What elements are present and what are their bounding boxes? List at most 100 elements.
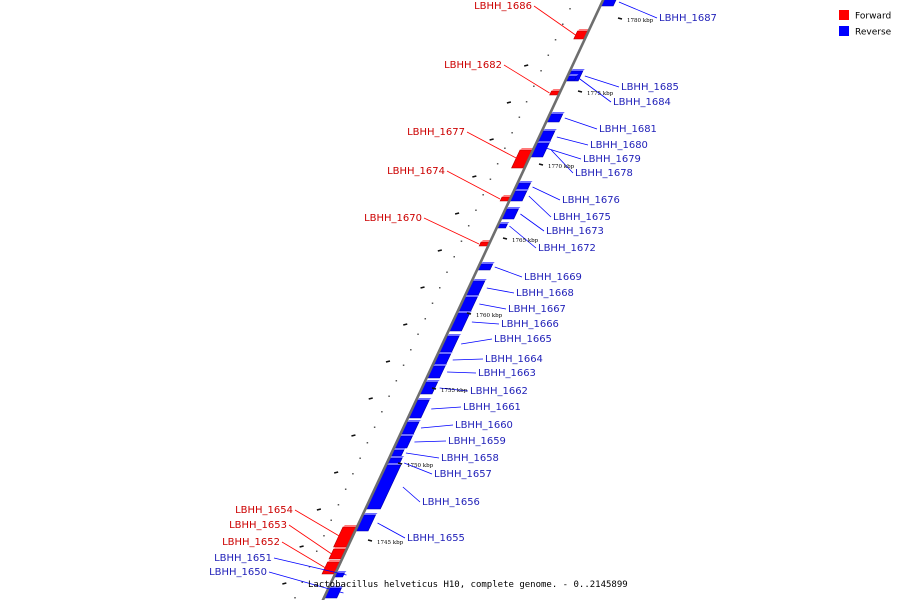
- gene-blocks: [321, 0, 617, 599]
- kbp-label: 1755 kbp: [441, 388, 468, 394]
- kbp-label: 1780 kbp: [627, 18, 654, 24]
- ruler-tick: [368, 397, 373, 400]
- gene-label: LBHH_1687: [659, 13, 717, 24]
- gene-label: LBHH_1663: [478, 368, 536, 379]
- ruler-dot: [533, 85, 535, 87]
- gene-block-bevel: [551, 89, 562, 91]
- gene-leader-line: [509, 225, 537, 249]
- ruler-dot: [467, 225, 470, 227]
- gene-label: LBHH_1655: [407, 533, 465, 544]
- ruler-tick: [385, 360, 391, 363]
- gene-block-bevel: [568, 74, 579, 76]
- gene-block-bevel: [438, 352, 453, 354]
- gene-leader-line: [281, 541, 326, 569]
- ruler-dot: [344, 488, 347, 490]
- gene-label: LBHH_1685: [621, 82, 679, 93]
- gene-label: LBHH_1657: [434, 469, 492, 480]
- ruler-tick: [333, 471, 339, 474]
- gene-leader-line: [377, 522, 406, 539]
- kbp-tick: [538, 163, 544, 166]
- ruler-dot: [301, 581, 304, 583]
- kbp-label: 1775 kbp: [587, 91, 614, 97]
- gene-leader-line: [533, 5, 576, 36]
- gene-label: LBHH_1673: [546, 226, 604, 237]
- genome-backbone: [321, 0, 605, 600]
- gene-block-bevel: [363, 513, 378, 515]
- gene-leader-line: [479, 303, 507, 310]
- gene-label: LBHH_1686: [474, 1, 532, 12]
- gene-label: LBHH_1651: [214, 553, 272, 564]
- gene-label: LBHH_1664: [485, 354, 543, 365]
- ruler-dot: [431, 302, 434, 304]
- gene-block-bevel: [390, 456, 405, 458]
- gene-block-bevel: [329, 586, 344, 588]
- gene-block-bevel: [447, 334, 462, 336]
- gene-label: LBHH_1654: [235, 505, 293, 516]
- ruler-dot: [424, 318, 427, 320]
- gene-block-bevel: [577, 29, 590, 31]
- ruler-dot: [460, 240, 463, 242]
- gene-block-bevel: [506, 207, 521, 209]
- kbp-label: 1745 kbp: [377, 540, 404, 546]
- gene-block-bevel: [502, 195, 513, 197]
- gene-label: LBHH_1677: [407, 127, 465, 138]
- ruler-dot: [410, 349, 412, 351]
- kbp-label: 1760 kbp: [476, 313, 503, 319]
- ruler-dot: [402, 364, 405, 366]
- gene-leader-line: [273, 557, 347, 576]
- gene-label: LBHH_1653: [229, 520, 287, 531]
- gene-block-bevel: [481, 240, 492, 242]
- ruler-dot: [366, 442, 369, 444]
- gene-label: LBHH_1658: [441, 453, 499, 464]
- ruler-tick: [316, 508, 322, 511]
- gene-block-bevel: [333, 547, 348, 549]
- gene-leader-line: [446, 170, 501, 200]
- gene-label: LBHH_1660: [455, 420, 513, 431]
- kbp-tick: [502, 237, 508, 240]
- gene-label: LBHH_1675: [553, 212, 611, 223]
- gene-label: LBHH_1662: [470, 386, 528, 397]
- gene-label: LBHH_1666: [501, 319, 559, 330]
- gene-label: LBHH_1679: [583, 154, 641, 165]
- gene-label: LBHH_1656: [422, 497, 480, 508]
- gene-leader-line: [447, 371, 477, 374]
- gene-leader-line: [452, 358, 484, 361]
- legend-forward-label: Forward: [855, 12, 891, 22]
- gene-leader-line: [545, 147, 582, 160]
- gene-leader-line: [414, 440, 447, 443]
- gene-label: LBHH_1652: [222, 537, 280, 548]
- gene-block-bevel: [499, 222, 510, 224]
- gene-label: LBHH_1681: [599, 124, 657, 135]
- gene-leader-line: [618, 1, 658, 19]
- gene-label: LBHH_1668: [516, 288, 574, 299]
- kbp-tick: [367, 539, 373, 542]
- gene-leader-line: [431, 406, 462, 410]
- ruler-dot: [518, 116, 521, 118]
- gene-block-bevel: [417, 398, 432, 400]
- gene-block-bevel: [570, 69, 585, 71]
- ruler-tick: [403, 323, 408, 326]
- kbp-tick: [431, 387, 437, 390]
- ruler-dot: [337, 504, 340, 506]
- gene-leader-line: [550, 149, 574, 174]
- gene-leader-line: [486, 287, 515, 294]
- gene-label: LBHH_1682: [444, 60, 502, 71]
- gene-leader-line: [420, 424, 454, 429]
- gene-leader-line: [528, 195, 552, 218]
- gene-block-bevel: [537, 141, 552, 143]
- gene-leader-line: [288, 524, 332, 555]
- kbp-tick: [466, 312, 472, 315]
- gene-label: LBHH_1670: [364, 213, 422, 224]
- ruler-dot: [373, 426, 376, 428]
- kbp-tick: [397, 462, 403, 465]
- gene-label: LBHH_1678: [575, 168, 633, 179]
- gene-block-bevel: [514, 189, 529, 191]
- ruler-dot: [475, 209, 477, 211]
- gene-block-bevel: [519, 148, 534, 150]
- gene-block-bevel: [336, 571, 347, 573]
- ruler-dot: [489, 178, 492, 180]
- gene-leader-line: [532, 186, 561, 201]
- gene-block-bevel: [550, 112, 565, 114]
- gene-leader-line: [564, 117, 598, 130]
